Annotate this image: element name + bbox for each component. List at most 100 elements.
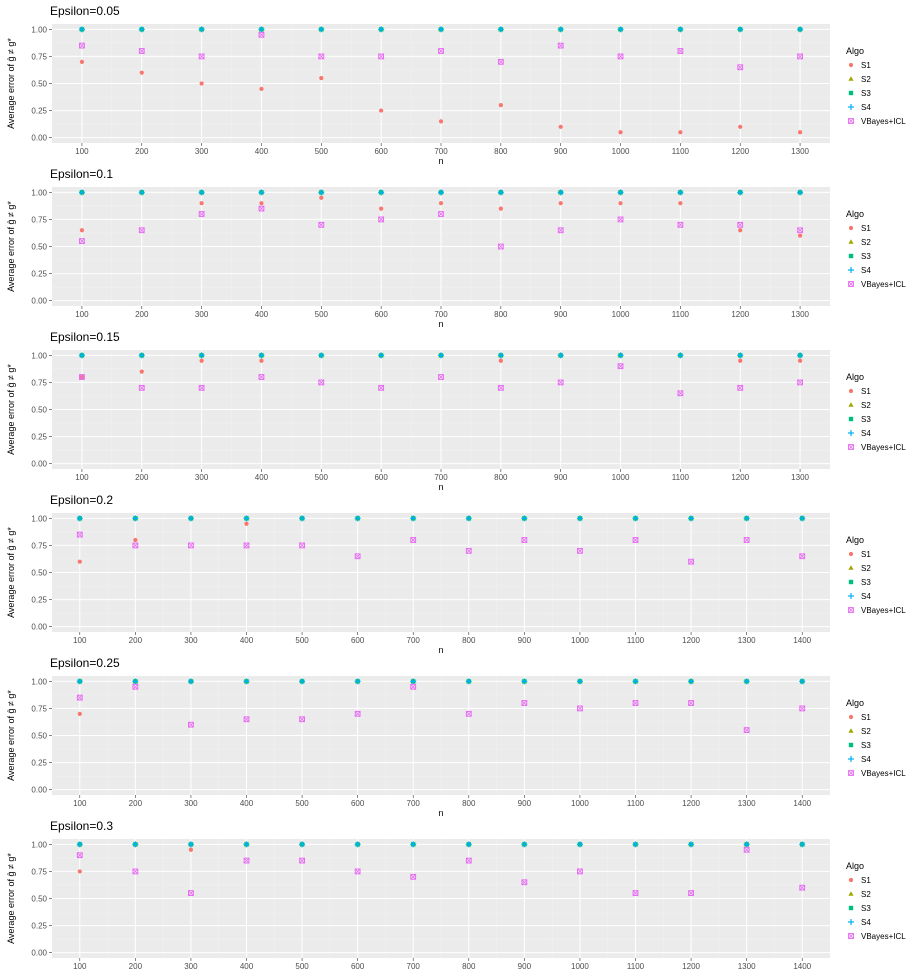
data-point-vbayes-icl: [76, 694, 83, 701]
data-point-s1: [319, 75, 324, 81]
data-point-vbayes-icl: [76, 852, 83, 859]
data-point-s4: [258, 189, 265, 196]
y-tick-label: 0.50: [31, 732, 47, 741]
data-point-s1: [379, 206, 384, 211]
data-point-vbayes-icl: [617, 53, 624, 60]
x-tick-label: 400: [255, 473, 269, 482]
x-tick-label: 200: [135, 473, 149, 482]
data-point-vbayes-icl: [378, 384, 385, 391]
data-point-vbayes-icl: [132, 868, 139, 875]
x-tick-label: 1000: [612, 310, 630, 319]
data-point-vbayes-icl: [688, 558, 694, 565]
x-tick-label: 800: [462, 962, 476, 971]
x-tick-label: 1200: [682, 962, 700, 971]
data-point-s1: [797, 358, 803, 363]
x-axis-title: n: [438, 319, 443, 329]
data-point-s4: [138, 189, 145, 196]
data-point-s4: [138, 352, 145, 359]
data-point-vbayes-icl: [318, 379, 325, 386]
x-tick-label: 1100: [672, 147, 690, 156]
x-tick-label: 200: [129, 636, 143, 645]
y-tick-label: 0.50: [31, 895, 47, 904]
data-point-vbayes-icl: [438, 374, 444, 380]
data-point-s4: [410, 515, 417, 522]
legend-label: S1: [861, 61, 871, 70]
data-point-vbayes-icl: [677, 221, 684, 228]
data-point-s4: [576, 841, 583, 848]
data-point-s4: [632, 515, 639, 522]
data-point-vbayes-icl: [299, 542, 305, 549]
data-point-vbayes-icl: [743, 846, 750, 853]
data-point-s1: [199, 81, 204, 86]
y-tick-label: 0.00: [31, 623, 47, 632]
data-point-s4: [797, 189, 804, 196]
legend-label: S3: [861, 415, 871, 424]
data-point-s4: [521, 678, 528, 685]
legend-label: S4: [861, 103, 871, 112]
y-tick-label: 1.00: [31, 677, 47, 686]
data-point-s4: [497, 26, 504, 33]
legend-key-s4: [848, 430, 854, 436]
x-tick-label: 600: [374, 147, 388, 156]
data-point-s4: [737, 352, 744, 359]
data-point-vbayes-icl: [497, 384, 504, 391]
x-tick-label: 400: [240, 636, 254, 645]
data-point-vbayes-icl: [258, 205, 265, 212]
data-point-vbayes-icl: [557, 379, 564, 386]
data-point-s4: [318, 189, 325, 196]
x-tick-label: 800: [494, 147, 508, 156]
data-point-s4: [557, 352, 564, 359]
data-point-s4: [557, 189, 564, 196]
x-tick-label: 1000: [571, 962, 589, 971]
data-point-s1: [319, 195, 324, 200]
data-point-vbayes-icl: [497, 58, 504, 65]
legend-label: S3: [861, 741, 871, 750]
y-tick-label: 0.00: [31, 134, 47, 143]
data-point-s1: [738, 358, 743, 363]
data-point-vbayes-icl: [737, 64, 744, 71]
data-point-s1: [678, 201, 683, 206]
y-tick-label: 0.75: [31, 867, 47, 876]
data-point-s4: [318, 352, 325, 359]
x-tick-label: 200: [135, 147, 149, 156]
data-point-vbayes-icl: [577, 868, 583, 875]
y-axis-title: Average error of ĝ ≠ g*: [6, 527, 16, 618]
data-point-vbayes-icl: [797, 227, 803, 234]
data-point-s4: [198, 352, 205, 359]
data-point-s4: [438, 352, 444, 359]
y-tick-label: 0.25: [31, 596, 47, 605]
data-point-s4: [797, 26, 804, 33]
x-tick-label: 100: [73, 799, 87, 808]
data-point-s4: [354, 515, 361, 522]
data-point-vbayes-icl: [132, 542, 139, 549]
panel-title: Epsilon=0.1: [50, 167, 113, 181]
data-point-s1: [77, 711, 82, 716]
y-axis-title: Average error of ĝ ≠ g*: [6, 364, 16, 455]
data-point-vbayes-icl: [797, 53, 803, 60]
data-point-vbayes-icl: [318, 53, 325, 60]
legend-label: S4: [861, 918, 871, 927]
legend-title: Algo: [846, 372, 864, 382]
legend-key-s1: [848, 714, 854, 720]
x-tick-label: 700: [407, 962, 421, 971]
x-tick-label: 1300: [738, 962, 756, 971]
legend-label: S1: [861, 387, 871, 396]
legend-key-s3: [848, 253, 854, 259]
data-point-vbayes-icl: [688, 890, 694, 896]
data-point-vbayes-icl: [410, 683, 417, 690]
data-point-s1: [139, 70, 144, 75]
data-point-s4: [737, 26, 744, 33]
data-point-vbayes-icl: [743, 537, 750, 543]
data-point-s4: [258, 352, 265, 359]
data-point-vbayes-icl: [577, 705, 583, 712]
data-point-s4: [378, 352, 385, 359]
data-point-s1: [618, 130, 623, 135]
data-point-vbayes-icl: [632, 537, 639, 543]
panel-epsilon-0: Epsilon=0.05 0.00 0.25 0.50 0.75 1.00 100 200 30…: [6, 4, 906, 166]
x-tick-label: 100: [75, 310, 89, 319]
data-point-vbayes-icl: [617, 363, 624, 370]
x-tick-label: 600: [351, 962, 365, 971]
data-point-s4: [354, 678, 361, 685]
x-tick-label: 300: [195, 147, 209, 156]
data-point-s4: [521, 841, 528, 848]
